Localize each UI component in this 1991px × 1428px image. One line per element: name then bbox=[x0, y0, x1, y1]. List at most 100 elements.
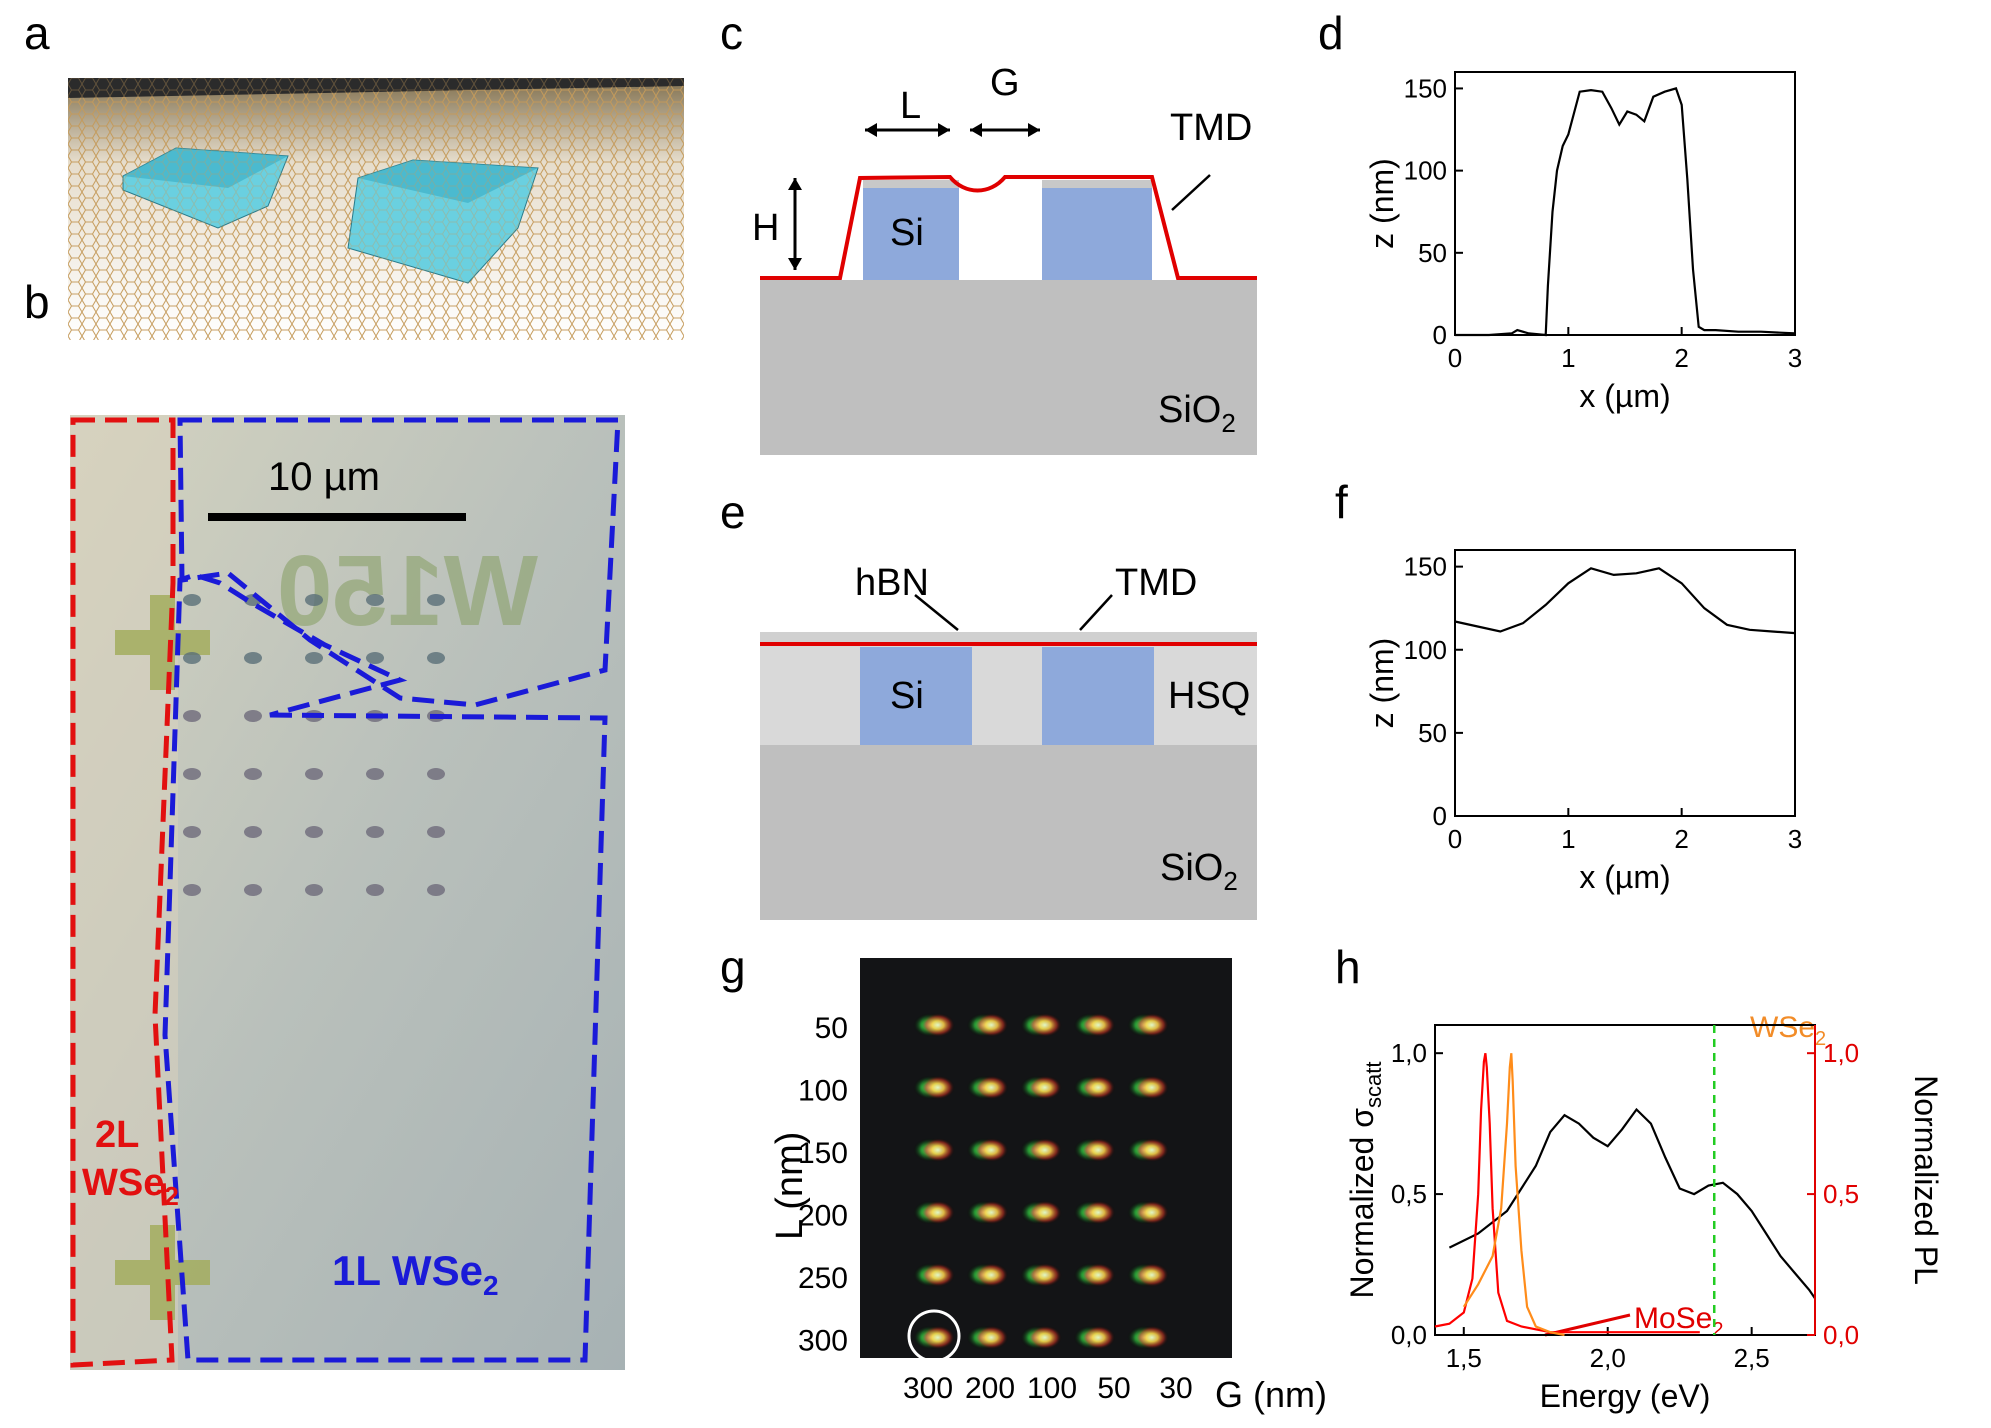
y-tick-label: 100 bbox=[1404, 635, 1447, 665]
scatter-spot bbox=[1020, 1200, 1062, 1225]
tmd-layer bbox=[760, 174, 1257, 280]
scale-bar-label: 10 µm bbox=[268, 455, 380, 499]
g-x-title: G (nm) bbox=[1215, 1374, 1327, 1415]
panel-letter-g: g bbox=[720, 941, 746, 993]
g-row-label: 200 bbox=[798, 1200, 848, 1233]
y-tick-label: 0 bbox=[1433, 801, 1447, 831]
hbn-layer bbox=[760, 632, 1257, 642]
micro-dot bbox=[366, 768, 384, 780]
scatter-spot bbox=[913, 1138, 955, 1162]
panel-letter-b: b bbox=[24, 276, 50, 328]
marker-w150: W150 bbox=[277, 535, 538, 647]
panel-b-micrograph: W150 10 µm 2L WSe2 1L WSe2 bbox=[70, 415, 625, 1370]
x-axis-title: Energy (eV) bbox=[1540, 1378, 1711, 1414]
scatter-spot bbox=[913, 1013, 955, 1037]
micro-dot bbox=[305, 884, 323, 896]
scatter-spot bbox=[1073, 1325, 1116, 1350]
outline-1L-bottom bbox=[162, 572, 608, 1363]
scatter-spot bbox=[1127, 1075, 1169, 1100]
scatter-spot bbox=[1073, 1013, 1116, 1037]
micro-dot bbox=[366, 652, 384, 664]
y-right-tick-label: 0,5 bbox=[1823, 1179, 1859, 1209]
highlight-circle bbox=[907, 1309, 961, 1363]
g-col-label: 30 bbox=[1159, 1372, 1192, 1405]
scatter-spot bbox=[1127, 1325, 1169, 1350]
panel-c-schematic: L G H TMD Si SiO2 bbox=[752, 62, 1257, 455]
micro-dot bbox=[366, 594, 384, 606]
si-pillar-e-left bbox=[860, 647, 972, 745]
scatter-spot bbox=[966, 1200, 1009, 1225]
micro-dot bbox=[427, 826, 445, 838]
y-tick-label: 0 bbox=[1433, 320, 1447, 350]
label-H: H bbox=[752, 207, 779, 249]
hsq-layer bbox=[760, 640, 1257, 745]
alignment-cross-top bbox=[115, 595, 210, 690]
scatter-spot bbox=[966, 1075, 1009, 1100]
scatter-spot bbox=[913, 1263, 955, 1287]
scatter-spot bbox=[966, 1263, 1009, 1287]
x-tick-label: 1 bbox=[1561, 824, 1575, 854]
panel-letter-c: c bbox=[720, 7, 743, 59]
x-tick-label: 3 bbox=[1788, 343, 1802, 373]
micro-dot bbox=[183, 826, 201, 838]
y-right-tick-label: 0,0 bbox=[1823, 1320, 1859, 1350]
micro-dot bbox=[244, 826, 262, 838]
chart-d: 0 1 2 3 0 50 100 150 x (µm) z (nm) bbox=[1364, 71, 1802, 414]
scale-bar bbox=[208, 513, 466, 521]
x-tick-label: 0 bbox=[1448, 824, 1462, 854]
label-Si: Si bbox=[890, 212, 924, 254]
scatter-spot bbox=[1020, 1325, 1062, 1350]
x-tick-label: 2,0 bbox=[1590, 1343, 1626, 1373]
scatter-spot bbox=[966, 1325, 1009, 1350]
outline-2L bbox=[70, 417, 176, 1368]
scatter-spot bbox=[966, 1138, 1009, 1162]
plot-frame bbox=[1454, 549, 1796, 817]
micro-dot bbox=[427, 884, 445, 896]
g-y-title: L (nm) bbox=[769, 1132, 811, 1240]
micro-dot bbox=[183, 594, 201, 606]
si-pillar-e-right bbox=[1042, 647, 1154, 745]
micro-dot bbox=[427, 652, 445, 664]
chart-f: 0 1 2 3 0 50 100 150 x (µm) z (nm) bbox=[1364, 549, 1802, 895]
x-tick-label: 2 bbox=[1674, 824, 1688, 854]
y-axis-title: z (nm) bbox=[1364, 158, 1400, 249]
y-right-tick-label: 1,0 bbox=[1823, 1038, 1859, 1068]
si-pillar-left bbox=[863, 180, 959, 280]
scatter-spot bbox=[1020, 1013, 1062, 1037]
y-tick-label: 50 bbox=[1418, 718, 1447, 748]
y-tick-label: 150 bbox=[1404, 552, 1447, 582]
panel-letter-h: h bbox=[1335, 941, 1361, 993]
label-TMD: TMD bbox=[1170, 107, 1252, 149]
panel-letter-f: f bbox=[1335, 476, 1348, 528]
y-tick-label: 1,0 bbox=[1391, 1038, 1427, 1068]
g-row-label: 100 bbox=[798, 1075, 848, 1108]
x-tick-label: 2,5 bbox=[1734, 1343, 1770, 1373]
label-G: G bbox=[990, 62, 1020, 104]
micro-dot bbox=[244, 768, 262, 780]
y-tick-label: 100 bbox=[1404, 156, 1447, 186]
scatter-spot bbox=[1073, 1200, 1116, 1225]
g-row-label: 300 bbox=[798, 1325, 848, 1358]
alignment-cross-bottom bbox=[115, 1225, 210, 1320]
scatter-spot bbox=[1073, 1263, 1116, 1287]
micro-dot bbox=[427, 594, 445, 606]
micro-dot bbox=[183, 652, 201, 664]
plot-frame bbox=[1454, 71, 1796, 336]
label-HSQ: HSQ bbox=[1168, 675, 1250, 717]
sio2-substrate bbox=[760, 280, 1257, 455]
micro-dot bbox=[244, 884, 262, 896]
y-tick-label: 150 bbox=[1404, 73, 1447, 103]
scatter-spot bbox=[966, 1013, 1009, 1037]
y-right-axis-title: Normalized PL bbox=[1908, 1075, 1944, 1285]
g-row-label: 250 bbox=[798, 1262, 848, 1295]
panel-e-schematic: hBN TMD Si HSQ SiO2 bbox=[760, 562, 1257, 920]
label-hBN: hBN bbox=[855, 562, 929, 604]
label-2L-line1: 2L bbox=[95, 1114, 139, 1156]
scatter-spot bbox=[1073, 1075, 1116, 1100]
micro-dot bbox=[183, 710, 201, 722]
g-row-label: 150 bbox=[798, 1137, 848, 1170]
scatter-spot bbox=[913, 1075, 955, 1100]
label-SiO2: SiO2 bbox=[1158, 389, 1236, 438]
x-axis-title: x (µm) bbox=[1579, 859, 1670, 895]
label-2L-line2: WSe2 bbox=[82, 1162, 179, 1211]
